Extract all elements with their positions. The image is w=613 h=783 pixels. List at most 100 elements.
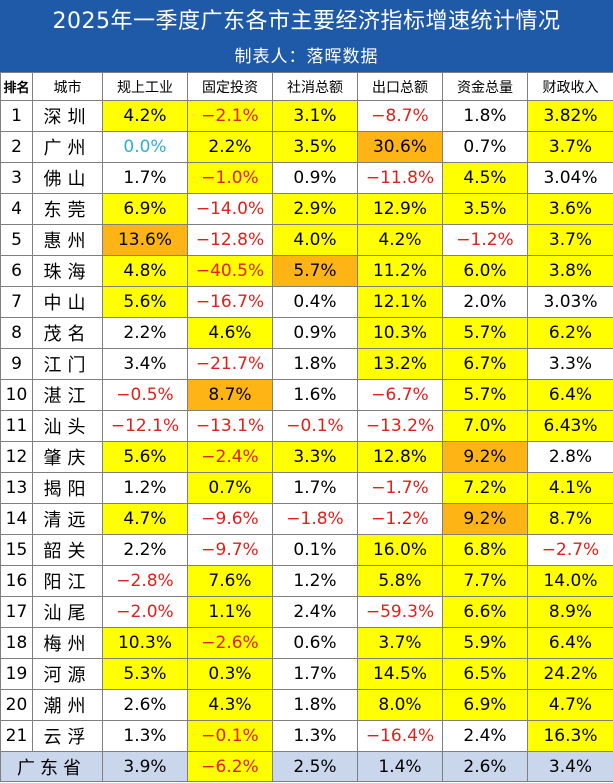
industry-cell: 13.6% [102,224,188,256]
table-row: 2 广州 0.0% 2.2% 3.5% 30.6% 0.7% 3.7% [0,131,613,163]
city-cell: 汕尾 [32,596,103,628]
industry-cell: −0.5% [102,379,188,411]
industry-cell: 1.3% [102,720,188,752]
fixed-investment-cell: 8.7% [187,379,273,411]
city-cell: 惠州 [32,224,103,256]
city-cell: 揭阳 [32,472,103,504]
fiscal-revenue-cell: 6.4% [527,379,613,411]
fiscal-revenue-cell: 3.7% [527,224,613,256]
exports-cell: 10.3% [357,317,443,349]
fiscal-revenue-cell: 4.7% [527,689,613,721]
table-row: 12 肇庆 5.6% −2.4% 3.3% 12.8% 9.2% 2.8% [0,441,613,473]
header-city: 城市 [32,72,103,101]
deposits-cell: 6.0% [442,255,528,287]
fiscal-revenue-cell: 3.03% [527,286,613,318]
table-row: 20 潮州 2.6% 4.3% 1.8% 8.0% 6.9% 4.7% [0,689,613,721]
deposits-cell: 6.9% [442,689,528,721]
fixed-investment-cell: −1.0% [187,162,273,194]
rank-cell: 7 [0,286,33,318]
fixed-investment-cell: −12.8% [187,224,273,256]
retail-sales-cell: 0.1% [272,534,358,566]
deposits-cell: 7.0% [442,410,528,442]
fixed-investment-cell: −9.6% [187,503,273,535]
province-deposits-cell: 2.6% [442,751,528,782]
industry-cell: 3.4% [102,348,188,380]
table-row: 11 汕头 −12.1% −13.1% −0.1% −13.2% 7.0% 6.43% [0,410,613,442]
city-cell: 东莞 [32,193,103,225]
province-fixed-investment-cell: −6.2% [187,751,273,782]
province-industry-cell: 3.9% [102,751,188,782]
exports-cell: 12.8% [357,441,443,473]
fixed-investment-cell: 7.6% [187,565,273,597]
exports-cell: 4.2% [357,224,443,256]
table-row: 3 佛山 1.7% −1.0% 0.9% −11.8% 4.5% 3.04% [0,162,613,194]
deposits-cell: 6.7% [442,348,528,380]
fixed-investment-cell: 4.6% [187,317,273,349]
deposits-cell: 5.9% [442,627,528,659]
rank-cell: 8 [0,317,33,349]
retail-sales-cell: 1.6% [272,379,358,411]
retail-sales-cell: 1.8% [272,348,358,380]
author-subtitle: 制表人：落晖数据 [0,44,613,72]
fixed-investment-cell: −14.0% [187,193,273,225]
exports-cell: 12.1% [357,286,443,318]
province-exports-cell: 1.4% [357,751,443,782]
header-fiscal-revenue: 财政收入 [527,72,613,101]
exports-cell: −13.2% [357,410,443,442]
retail-sales-cell: 1.7% [272,658,358,690]
fixed-investment-cell: −2.6% [187,627,273,659]
retail-sales-cell: −1.8% [272,503,358,535]
deposits-cell: 9.2% [442,503,528,535]
fixed-investment-cell: −16.7% [187,286,273,318]
fiscal-revenue-cell: 16.3% [527,720,613,752]
deposits-cell: 9.2% [442,441,528,473]
fiscal-revenue-cell: 6.43% [527,410,613,442]
city-cell: 珠海 [32,255,103,287]
city-cell: 中山 [32,286,103,318]
fiscal-revenue-cell: 6.2% [527,317,613,349]
retail-sales-cell: 0.9% [272,162,358,194]
table-row: 1 深圳 4.2% −2.1% 3.1% −8.7% 1.8% 3.82% [0,100,613,132]
fiscal-revenue-cell: 8.7% [527,503,613,535]
city-cell: 河源 [32,658,103,690]
city-cell: 江门 [32,348,103,380]
rank-cell: 10 [0,379,33,411]
retail-sales-cell: 5.7% [272,255,358,287]
rank-cell: 13 [0,472,33,504]
fiscal-revenue-cell: 8.9% [527,596,613,628]
city-cell: 韶关 [32,534,103,566]
retail-sales-cell: 1.7% [272,472,358,504]
rank-cell: 1 [0,100,33,132]
deposits-cell: −1.2% [442,224,528,256]
retail-sales-cell: 3.1% [272,100,358,132]
deposits-cell: 5.7% [442,317,528,349]
exports-cell: 3.7% [357,627,443,659]
rank-cell: 9 [0,348,33,380]
deposits-cell: 6.5% [442,658,528,690]
fixed-investment-cell: 0.3% [187,658,273,690]
exports-cell: 30.6% [357,131,443,163]
province-retail-sales-cell: 2.5% [272,751,358,782]
fiscal-revenue-cell: 3.82% [527,100,613,132]
city-cell: 梅州 [32,627,103,659]
rank-cell: 14 [0,503,33,535]
city-cell: 深圳 [32,100,103,132]
industry-cell: −2.8% [102,565,188,597]
deposits-cell: 6.6% [442,596,528,628]
retail-sales-cell: −0.1% [272,410,358,442]
exports-cell: −16.4% [357,720,443,752]
fiscal-revenue-cell: 3.6% [527,193,613,225]
city-cell: 潮州 [32,689,103,721]
table-row: 14 清远 4.7% −9.6% −1.8% −1.2% 9.2% 8.7% [0,503,613,535]
page-title: 2025年一季度广东各市主要经济指标增速统计情况 [0,0,613,44]
exports-cell: −1.2% [357,503,443,535]
exports-cell: 11.2% [357,255,443,287]
exports-cell: 8.0% [357,689,443,721]
exports-cell: 13.2% [357,348,443,380]
industry-cell: 1.7% [102,162,188,194]
table-row: 19 河源 5.3% 0.3% 1.7% 14.5% 6.5% 24.2% [0,658,613,690]
fixed-investment-cell: −21.7% [187,348,273,380]
exports-cell: −11.8% [357,162,443,194]
retail-sales-cell: 2.9% [272,193,358,225]
